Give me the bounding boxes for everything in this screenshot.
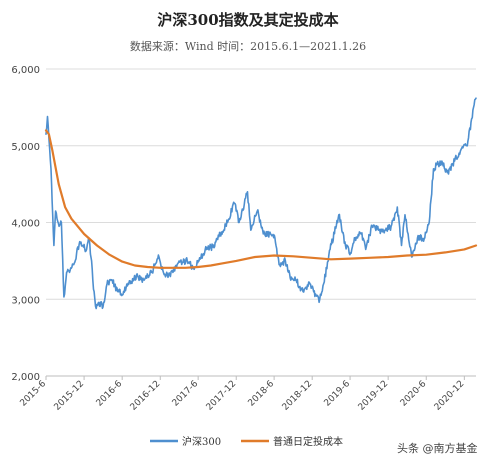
series-line-cost	[44, 129, 478, 269]
x-tick-label: 2016-12	[129, 379, 163, 413]
watermark: 头条 @南方基金	[397, 441, 478, 455]
y-tick-label: 5,000	[11, 142, 40, 153]
y-tick-label: 3,000	[11, 295, 40, 306]
x-tick-label: 2016-6	[95, 379, 125, 409]
x-tick-label: 2018-6	[247, 379, 277, 409]
y-tick-label: 6,000	[11, 65, 40, 76]
chart-title: 沪深300指数及其定投成本	[157, 11, 338, 29]
watermark-at: @	[423, 442, 434, 455]
legend: 沪深300 普通日定投成本	[150, 435, 343, 448]
x-tick-label: 2020-12	[433, 379, 467, 413]
y-tick-label: 2,000	[11, 372, 40, 383]
x-tick-label: 2017-12	[205, 379, 239, 413]
watermark-prefix: 头条	[397, 441, 423, 455]
watermark-text: 头条 @南方基金	[397, 441, 478, 455]
y-axis: 2,000 3,000 4,000 5,000 6,000	[11, 65, 40, 383]
x-tick-label: 2019-6	[323, 379, 353, 409]
x-tick-label: 2018-12	[281, 379, 315, 413]
watermark-name: 南方基金	[434, 441, 478, 455]
series-line-hs300	[45, 97, 477, 310]
x-tick-label: 2015-6	[19, 379, 49, 409]
x-tick-label: 2019-12	[357, 379, 391, 413]
x-tick-label: 2017-6	[171, 379, 201, 409]
chart-subtitle: 数据来源：Wind 时间：2015.6.1—2021.1.26	[130, 39, 366, 53]
x-tick-label: 2020-6	[399, 379, 429, 409]
y-tick-label: 4,000	[11, 219, 40, 230]
series-layer	[44, 97, 478, 310]
legend-label-hs300: 沪深300	[182, 435, 221, 448]
legend-label-cost: 普通日定投成本	[273, 435, 343, 448]
x-axis: 2015-6 2015-12 2016-6 2016-12 2017-6 2017-12 2…	[19, 375, 476, 413]
x-tick-label: 2015-12	[53, 379, 87, 413]
